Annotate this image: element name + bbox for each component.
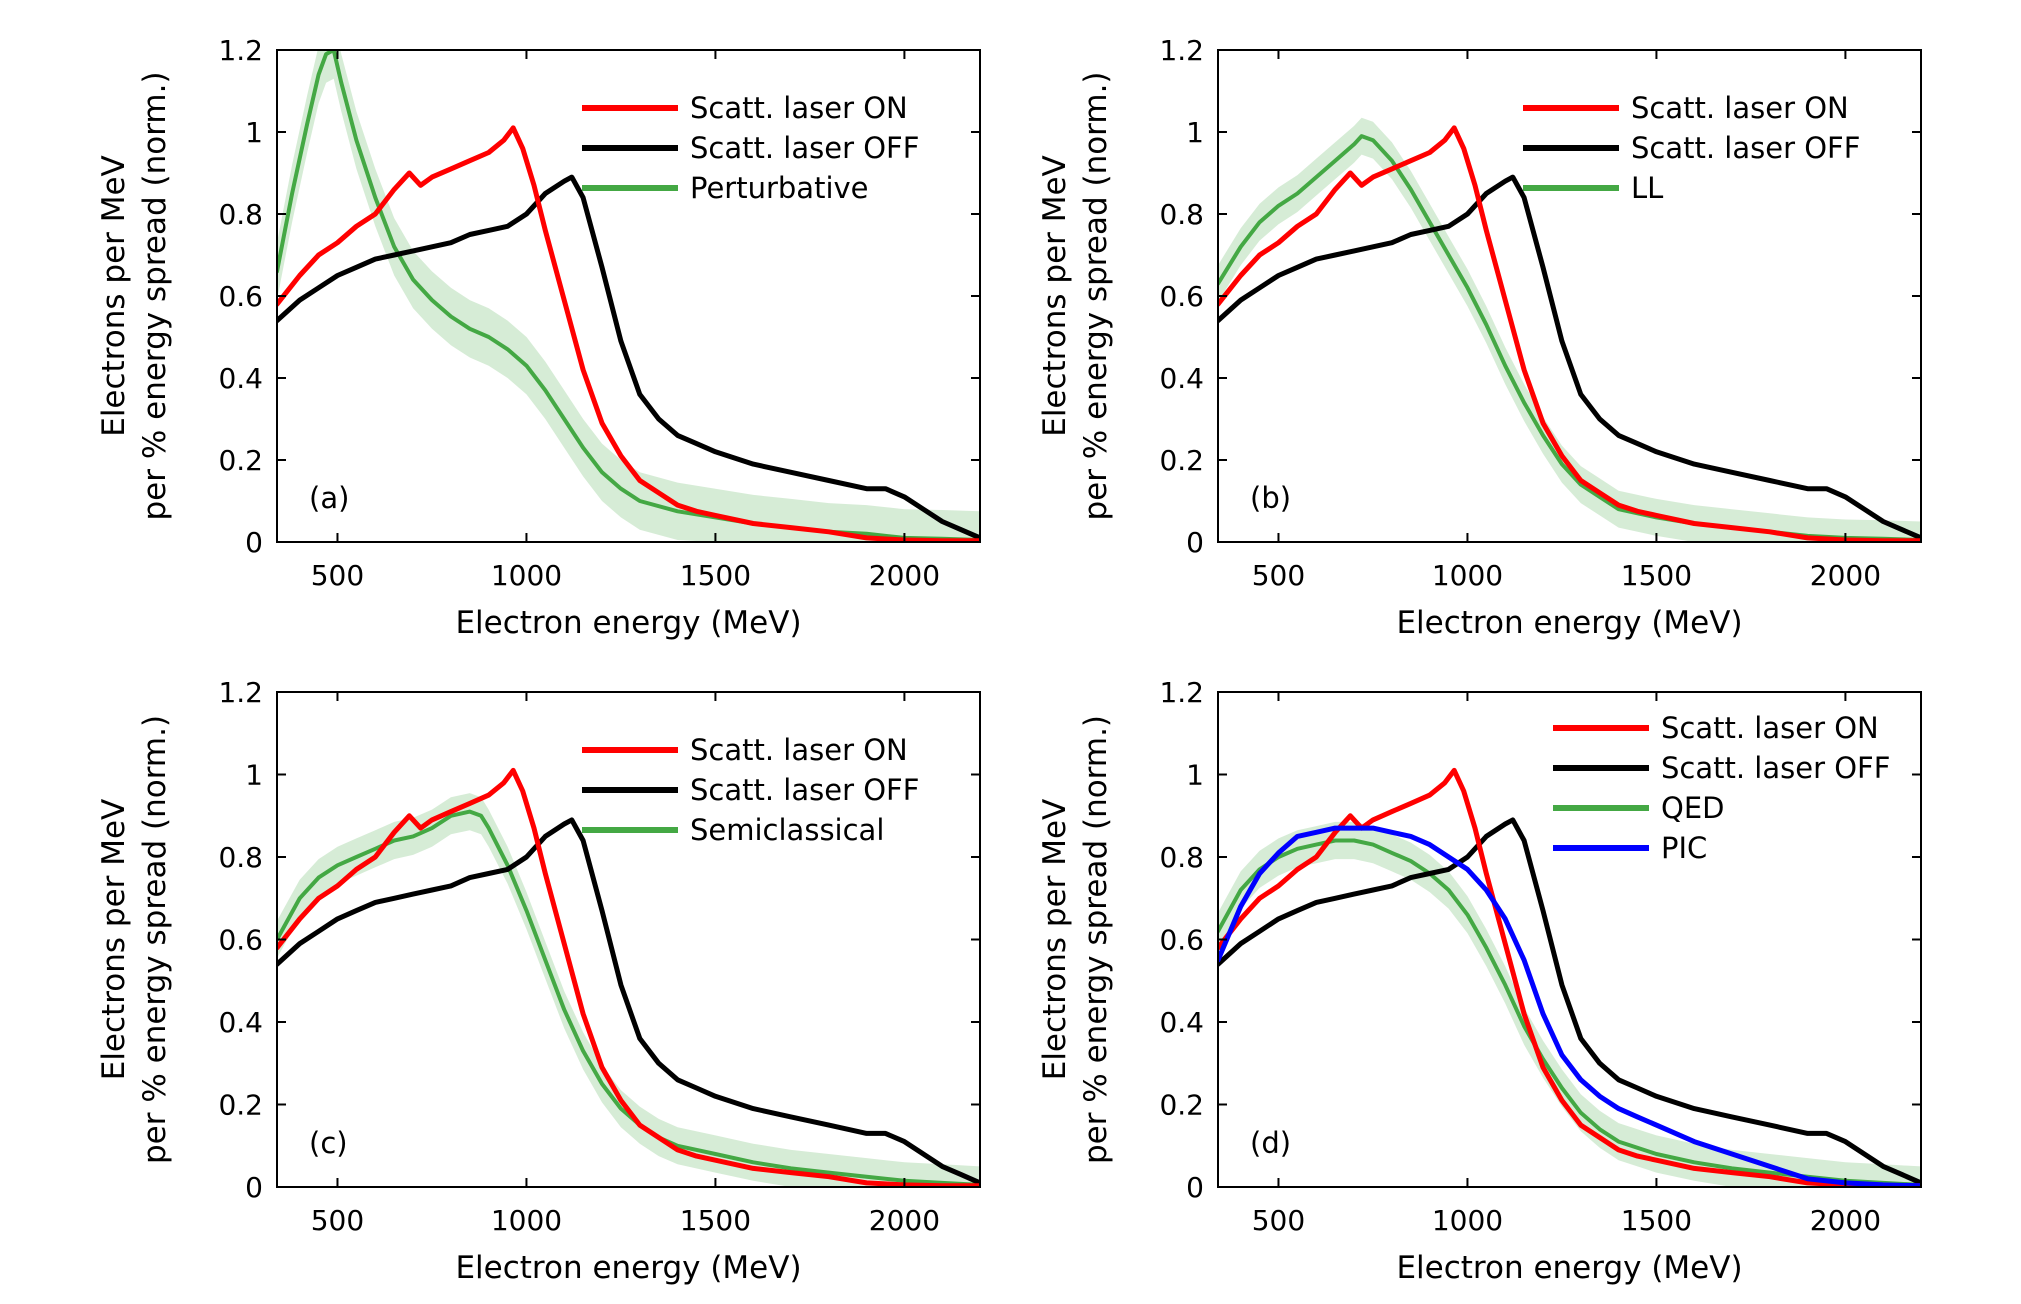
legend-entry: Perturbative <box>690 171 869 205</box>
y-tick-label: 0.8 <box>1159 841 1204 874</box>
legend-entry: Scatt. laser ON <box>690 91 908 125</box>
x-tick-label: 1000 <box>491 559 562 592</box>
panel-label: (d) <box>1250 1126 1291 1160</box>
legend-entry: Scatt. laser OFF <box>690 131 919 165</box>
x-axis-label: Electron energy (MeV) <box>455 1250 801 1286</box>
y-tick-label: 0.2 <box>218 444 263 477</box>
panel-a: 500 1000 1500 2000 0 0.2 0.4 0.6 0.8 1 1.2 Electron… <box>96 34 981 641</box>
legend-entry: Scatt. laser OFF <box>1631 131 1860 165</box>
y-tick-label: 0.4 <box>218 1006 263 1039</box>
y-axis-label-line-1: Electrons per MeV <box>1037 155 1073 437</box>
legend-entry: Scatt. laser OFF <box>1661 751 1890 785</box>
legend-entry: QED <box>1661 791 1724 825</box>
plot-area <box>1218 117 1921 542</box>
y-tick-label: 0.6 <box>1159 924 1204 957</box>
y-tick-label: 1 <box>245 116 263 149</box>
x-tick-label: 1000 <box>491 1204 562 1237</box>
x-tick-label: 2000 <box>1810 559 1881 592</box>
legend-entry: Scatt. laser ON <box>690 733 908 767</box>
legend-entry: Semiclassical <box>690 813 884 847</box>
y-axis-label-line-1: Electrons per MeV <box>1037 799 1073 1081</box>
legend: Scatt. laser ON Scatt. laser OFF LL <box>1523 91 1860 205</box>
y-tick-label: 0.6 <box>1159 280 1204 313</box>
y-tick-label: 1.2 <box>218 34 263 67</box>
plot-area <box>277 767 980 1187</box>
y-axis-label-line-2: per % energy spread (norm.) <box>137 71 173 520</box>
legend-entry: PIC <box>1661 831 1707 865</box>
panel-label: (a) <box>309 481 349 515</box>
y-axis-label-line-2: per % energy spread (norm.) <box>137 715 173 1164</box>
y-tick-label: 0.2 <box>1159 1089 1204 1122</box>
y-tick-label: 0.6 <box>218 924 263 957</box>
y-tick-label: 1 <box>1186 759 1204 792</box>
y-axis-label-line-1: Electrons per MeV <box>96 799 132 1081</box>
y-tick-label: 1.2 <box>1159 34 1204 67</box>
y-tick-label: 0.4 <box>1159 1006 1204 1039</box>
panel-b: 500 1000 1500 2000 0 0.2 0.4 0.6 0.8 1 1.2 Electron… <box>1037 34 1922 641</box>
y-tick-label: 0.2 <box>1159 444 1204 477</box>
x-tick-label: 2000 <box>869 1204 940 1237</box>
series-line-0 <box>277 125 980 542</box>
x-tick-label: 1500 <box>1621 559 1692 592</box>
legend-entry: Scatt. laser OFF <box>690 773 919 807</box>
plot-area <box>1218 767 1921 1187</box>
series-line-2 <box>1218 838 1921 1187</box>
y-axis-label-line-1: Electrons per MeV <box>96 155 132 437</box>
y-tick-label: 0 <box>1186 526 1204 559</box>
x-axis-label: Electron energy (MeV) <box>1396 1250 1742 1286</box>
series-band-2 <box>277 793 980 1187</box>
x-tick-label: 500 <box>311 1204 364 1237</box>
panel-label: (c) <box>309 1126 348 1160</box>
series-line-0 <box>1218 767 1921 1187</box>
y-tick-label: 0.8 <box>218 841 263 874</box>
series-line-3 <box>1218 825 1921 1187</box>
y-tick-label: 0.4 <box>1159 362 1204 395</box>
series-line-0 <box>277 767 980 1187</box>
series-line-0 <box>1218 125 1921 542</box>
panel-label: (b) <box>1250 481 1291 515</box>
x-tick-label: 2000 <box>869 559 940 592</box>
legend-entry: Scatt. laser ON <box>1661 711 1879 745</box>
y-tick-label: 0 <box>1186 1171 1204 1204</box>
x-tick-label: 2000 <box>1810 1204 1881 1237</box>
x-tick-label: 500 <box>1252 1204 1305 1237</box>
series-band-2 <box>1218 117 1921 542</box>
legend: Scatt. laser ON Scatt. laser OFF Semiclass… <box>582 733 919 847</box>
y-tick-label: 1 <box>1186 116 1204 149</box>
panel-c: 500 1000 1500 2000 0 0.2 0.4 0.6 0.8 1 1.2 Electron… <box>96 676 981 1286</box>
y-tick-label: 1.2 <box>1159 676 1204 709</box>
y-tick-label: 0.6 <box>218 280 263 313</box>
y-tick-label: 0.2 <box>218 1089 263 1122</box>
legend-entry: LL <box>1631 171 1663 205</box>
y-tick-label: 0.8 <box>218 198 263 231</box>
series-line-1 <box>1218 174 1921 541</box>
x-axis-label: Electron energy (MeV) <box>455 605 801 641</box>
y-tick-label: 1.2 <box>218 676 263 709</box>
series-line-1 <box>277 817 980 1186</box>
legend: Scatt. laser ON Scatt. laser OFF QED PIC <box>1553 711 1890 865</box>
series-line-1 <box>1218 817 1921 1186</box>
y-tick-label: 0.8 <box>1159 198 1204 231</box>
y-tick-label: 0.4 <box>218 362 263 395</box>
y-tick-label: 0 <box>245 1171 263 1204</box>
x-tick-label: 1500 <box>680 1204 751 1237</box>
series-line-1 <box>277 174 980 541</box>
plot-area <box>277 50 980 542</box>
y-tick-label: 0 <box>245 526 263 559</box>
legend-entry: Scatt. laser ON <box>1631 91 1849 125</box>
x-tick-label: 1000 <box>1432 1204 1503 1237</box>
y-tick-label: 1 <box>245 759 263 792</box>
x-tick-label: 500 <box>1252 559 1305 592</box>
panel-d: 500 1000 1500 2000 0 0.2 0.4 0.6 0.8 1 1.2 Electron… <box>1037 676 1922 1286</box>
x-tick-label: 1500 <box>680 559 751 592</box>
y-axis-label-line-2: per % energy spread (norm.) <box>1078 71 1114 520</box>
x-tick-label: 1000 <box>1432 559 1503 592</box>
x-tick-label: 1500 <box>1621 1204 1692 1237</box>
x-tick-label: 500 <box>311 559 364 592</box>
x-axis-label: Electron energy (MeV) <box>1396 605 1742 641</box>
series-line-2 <box>277 809 980 1187</box>
y-axis-label-line-2: per % energy spread (norm.) <box>1078 715 1114 1164</box>
legend: Scatt. laser ON Scatt. laser OFF Perturbat… <box>582 91 919 205</box>
